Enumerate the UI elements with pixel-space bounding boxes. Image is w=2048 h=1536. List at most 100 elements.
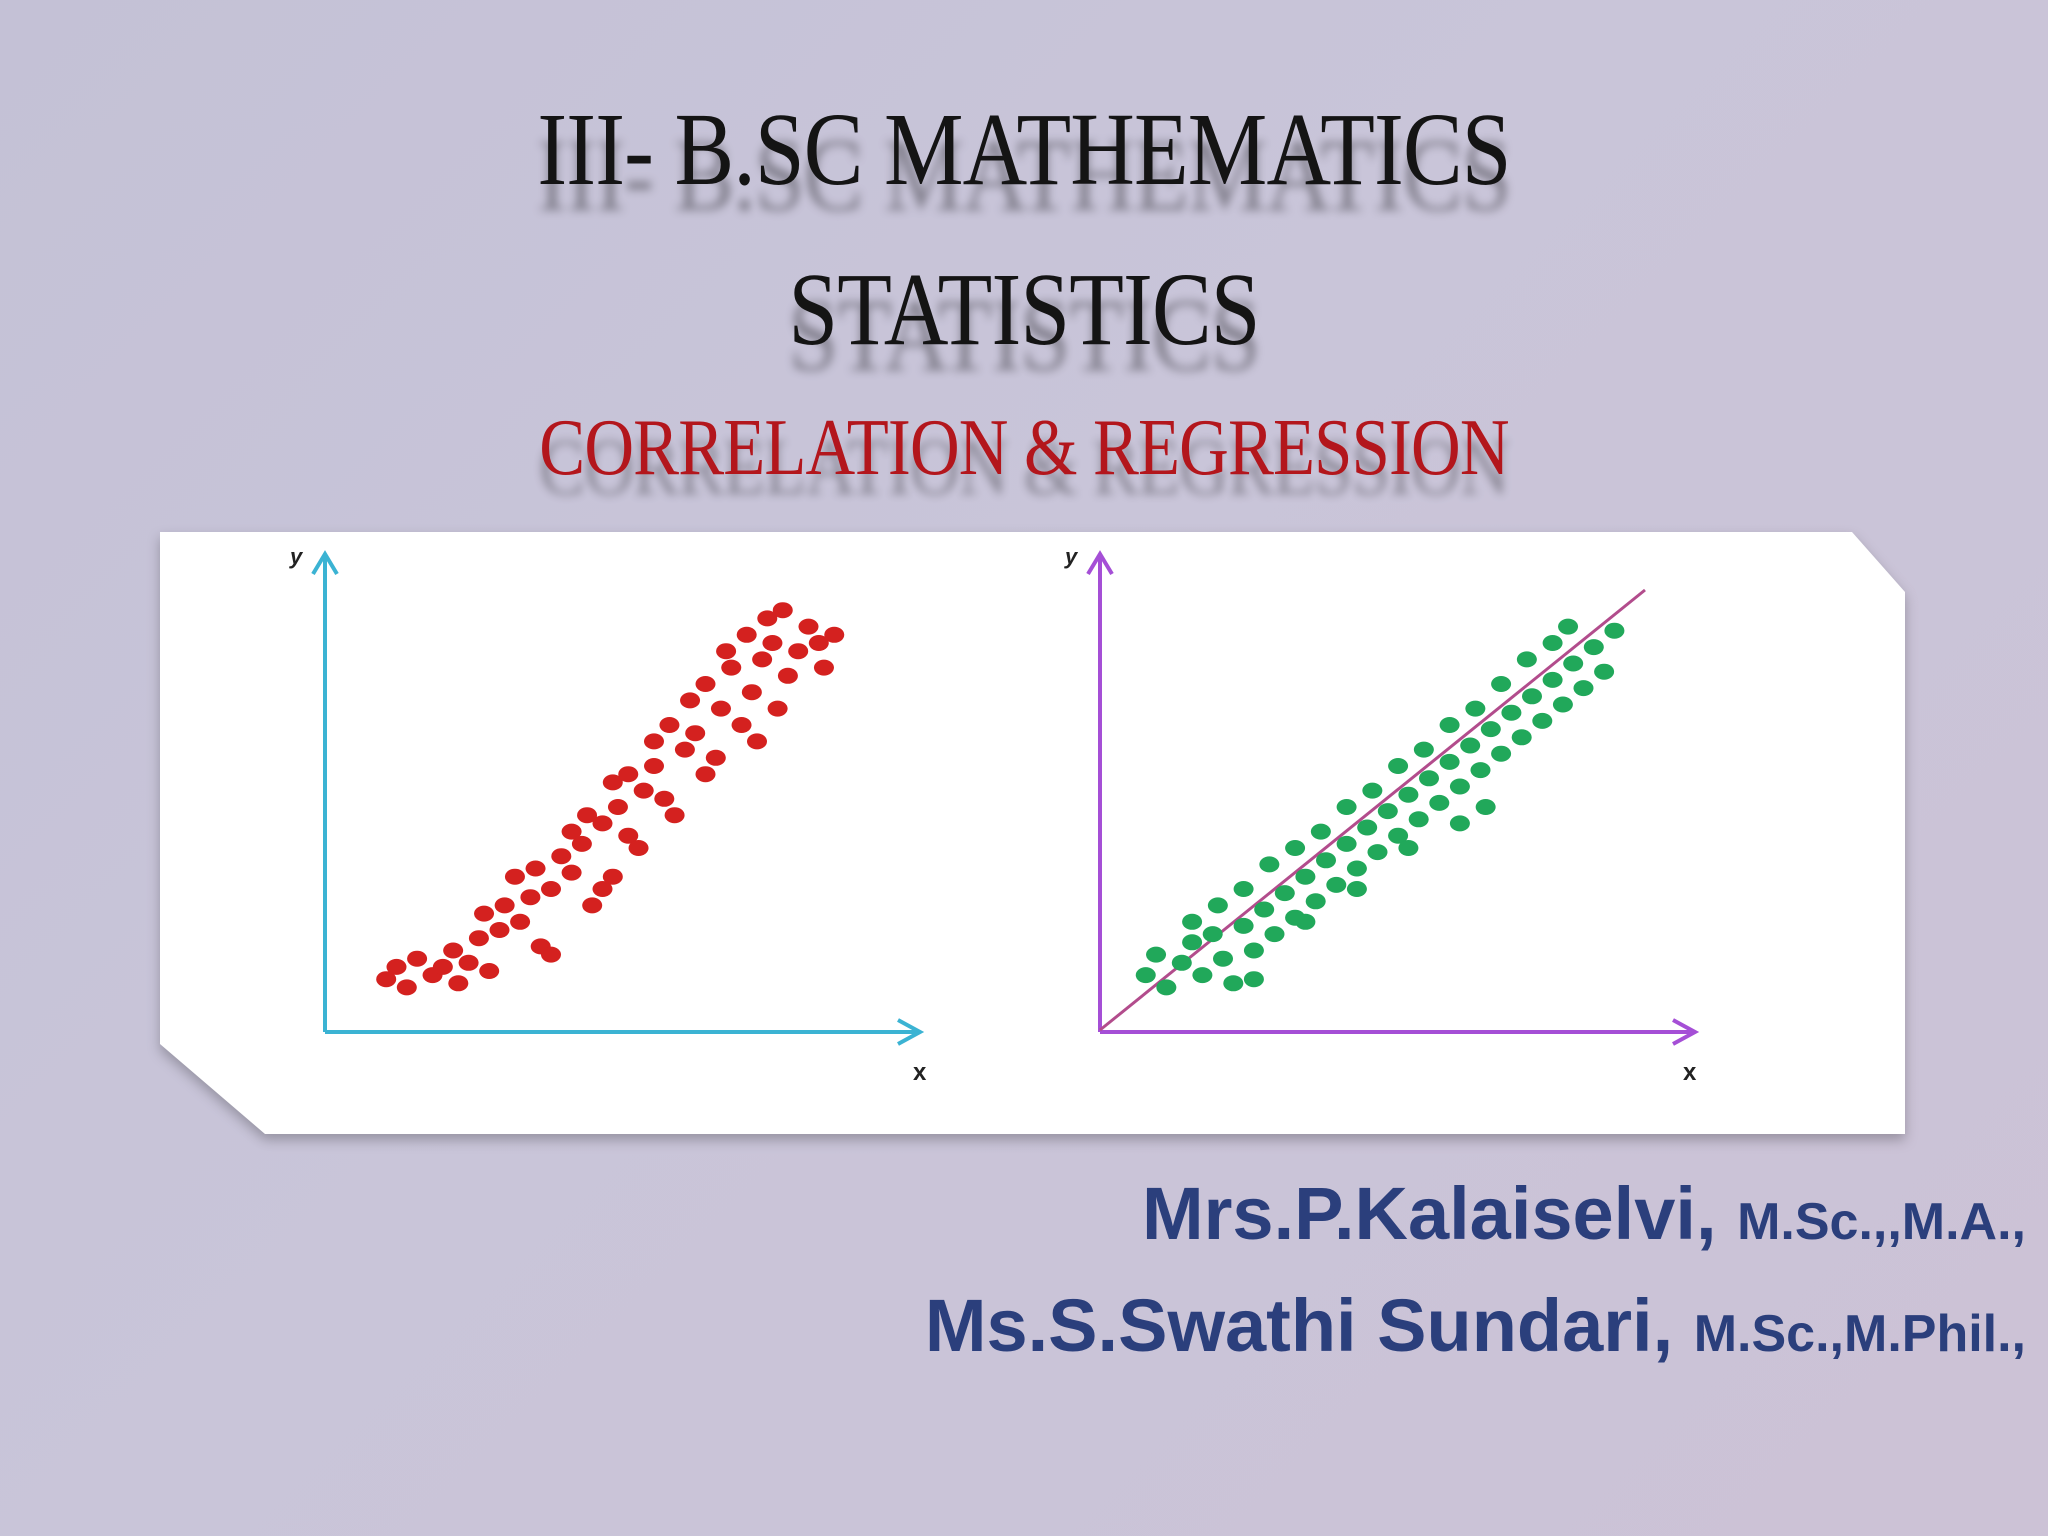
- data-point: [1516, 651, 1537, 668]
- data-point: [1336, 799, 1357, 815]
- data-point: [721, 659, 742, 676]
- data-point: [443, 942, 464, 959]
- data-point: [1398, 786, 1419, 803]
- data-point: [1552, 696, 1573, 713]
- data-point: [757, 610, 778, 627]
- data-point: [602, 774, 623, 791]
- data-point: [479, 963, 500, 979]
- data-point: [1357, 819, 1378, 836]
- y-axis-arrow-icon: [311, 550, 339, 576]
- data-point: [396, 979, 417, 996]
- data-point: [741, 684, 762, 701]
- data-point: [1207, 897, 1228, 914]
- data-point: [731, 717, 752, 733]
- data-point: [1243, 942, 1264, 959]
- data-point: [1192, 967, 1213, 984]
- data-point: [788, 643, 809, 660]
- data-point: [1511, 729, 1532, 746]
- data-point: [1408, 811, 1429, 828]
- data-point: [1264, 926, 1285, 943]
- data-point: [1295, 913, 1316, 930]
- y-axis-arrow-icon: [1086, 550, 1114, 576]
- author-line-1: Mrs.P.Kalaiselvi, M.Sc.,,M.A.,: [925, 1158, 2026, 1270]
- data-point: [695, 676, 716, 692]
- data-point: [607, 799, 628, 815]
- data-point: [1135, 967, 1156, 984]
- data-point: [628, 840, 649, 856]
- data-point: [633, 782, 654, 799]
- data-point: [1532, 712, 1553, 729]
- data-point: [654, 790, 675, 807]
- data-point: [1346, 860, 1367, 877]
- data-point: [1326, 876, 1347, 893]
- data-point: [644, 733, 664, 750]
- data-point: [1460, 737, 1481, 754]
- data-point: [386, 958, 407, 975]
- author-degrees: M.Sc.,M.Phil.,: [1693, 1305, 2026, 1363]
- data-point: [1491, 676, 1512, 692]
- data-point: [1388, 758, 1409, 774]
- data-point: [582, 897, 603, 914]
- data-point: [747, 733, 767, 750]
- data-point: [1146, 946, 1167, 963]
- slide-title: III- B.SC MATHEMATICS: [537, 92, 1511, 207]
- data-point: [1310, 823, 1331, 840]
- data-point: [1182, 913, 1203, 930]
- data-point: [1449, 778, 1470, 795]
- x-axis-arrow-icon: [897, 1018, 925, 1046]
- data-point: [680, 692, 701, 709]
- data-point: [1346, 881, 1367, 897]
- data-point: [1470, 762, 1491, 779]
- data-point: [772, 602, 793, 619]
- data-point: [695, 766, 716, 783]
- data-point: [1480, 721, 1501, 738]
- data-point: [1274, 885, 1295, 902]
- data-point: [798, 618, 819, 635]
- data-point: [1202, 926, 1223, 943]
- regression-line: [1099, 588, 1646, 1032]
- data-point: [1439, 717, 1460, 733]
- author-name: Mrs.P.Kalaiselvi,: [1141, 1172, 1738, 1255]
- data-point: [602, 868, 623, 885]
- data-point: [1388, 827, 1409, 844]
- data-point: [541, 946, 561, 963]
- y-axis-label: y: [289, 544, 304, 569]
- data-point: [777, 667, 798, 684]
- data-point: [752, 651, 773, 668]
- author-line-2: Ms.S.Swathi Sundari, M.Sc.,M.Phil.,: [925, 1270, 2026, 1382]
- data-point: [1182, 934, 1203, 951]
- data-point: [525, 860, 546, 877]
- data-point: [520, 889, 541, 906]
- data-point: [1449, 815, 1470, 832]
- data-point: [705, 749, 726, 766]
- x-axis-label: x: [1683, 1059, 1697, 1086]
- data-point: [1336, 835, 1357, 852]
- data-point: [1243, 971, 1264, 988]
- data-point: [1573, 680, 1594, 697]
- data-point: [1522, 688, 1542, 705]
- data-point: [1429, 794, 1450, 811]
- data-point: [1285, 840, 1306, 856]
- data-point: [1419, 770, 1439, 787]
- y-axis-label: y: [1064, 544, 1079, 569]
- data-point: [592, 815, 613, 832]
- author-degrees: M.Sc.,,M.A.,: [1737, 1193, 2026, 1251]
- data-point: [674, 741, 695, 758]
- data-point: [1156, 979, 1177, 996]
- slide-subtitle: STATISTICS: [788, 252, 1260, 367]
- data-point: [664, 807, 685, 824]
- data-point: [551, 848, 572, 865]
- data-point: [1413, 741, 1434, 758]
- data-point: [808, 635, 829, 651]
- data-point: [685, 725, 706, 742]
- data-point: [1295, 868, 1316, 885]
- data-point: [1362, 782, 1383, 799]
- data-point: [561, 823, 582, 840]
- data-point: [376, 971, 397, 988]
- data-point: [736, 626, 757, 643]
- data-point: [474, 905, 495, 922]
- data-point: [1542, 671, 1563, 688]
- data-point: [1542, 635, 1563, 651]
- data-point: [1398, 840, 1419, 856]
- data-point: [504, 868, 525, 885]
